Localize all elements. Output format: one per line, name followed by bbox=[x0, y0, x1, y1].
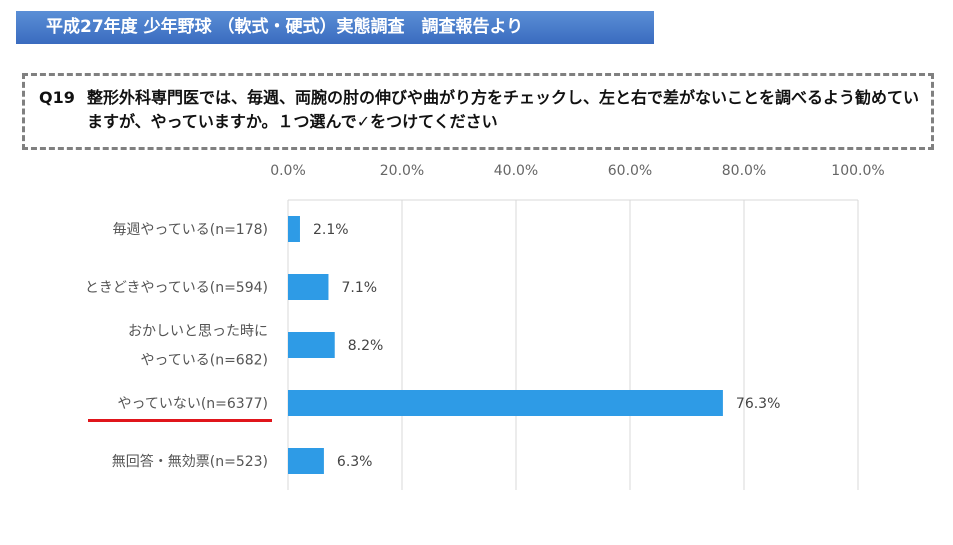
value-label: 8.2% bbox=[348, 338, 384, 354]
banner-title: 平成27年度 少年野球 （軟式・硬式）実態調査 調査報告より bbox=[46, 17, 524, 37]
x-tick-label: 20.0% bbox=[380, 163, 424, 179]
report-banner: 平成27年度 少年野球 （軟式・硬式）実態調査 調査報告より bbox=[16, 11, 654, 44]
category-label: やっている(n=682) bbox=[140, 353, 268, 369]
value-label: 76.3% bbox=[736, 396, 780, 412]
question-text: 整形外科専門医では、毎週、両腕の肘の伸びや曲がり方をチェックし、左と右で差がない… bbox=[87, 88, 920, 131]
bar bbox=[288, 448, 324, 474]
bar bbox=[288, 216, 300, 242]
question-box: Q19 整形外科専門医では、毎週、両腕の肘の伸びや曲がり方をチェックし、左と右で… bbox=[22, 73, 934, 150]
x-tick-label: 60.0% bbox=[608, 163, 652, 179]
x-tick-label: 80.0% bbox=[722, 163, 766, 179]
x-tick-label: 40.0% bbox=[494, 163, 538, 179]
bar bbox=[288, 390, 723, 416]
category-label: やっていない(n=6377) bbox=[118, 396, 268, 412]
value-label: 7.1% bbox=[341, 280, 377, 296]
highlight-underline bbox=[88, 419, 272, 422]
bar bbox=[288, 274, 329, 300]
category-label: 毎週やっている(n=178) bbox=[112, 222, 268, 238]
question-number: Q19 bbox=[39, 88, 75, 107]
value-label: 2.1% bbox=[313, 222, 349, 238]
x-tick-label: 100.0% bbox=[831, 163, 884, 179]
category-label: 無回答・無効票(n=523) bbox=[112, 453, 268, 470]
bar bbox=[288, 332, 335, 358]
category-label: おかしいと思った時に bbox=[128, 324, 268, 340]
x-tick-label: 0.0% bbox=[270, 163, 306, 179]
value-label: 6.3% bbox=[337, 454, 373, 470]
category-label: ときどきやっている(n=594) bbox=[85, 280, 268, 296]
